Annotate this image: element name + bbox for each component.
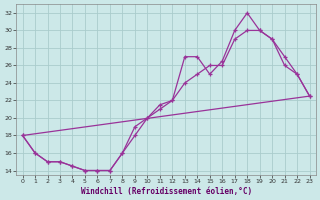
X-axis label: Windchill (Refroidissement éolien,°C): Windchill (Refroidissement éolien,°C) — [81, 187, 252, 196]
